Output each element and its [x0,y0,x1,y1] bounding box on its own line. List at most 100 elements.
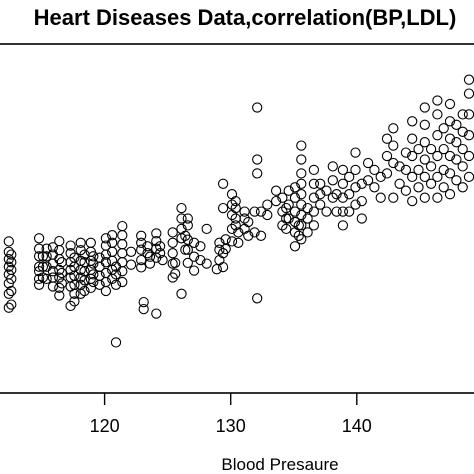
data-point [6,257,17,268]
data-point [262,209,273,221]
points-layer [3,74,474,348]
data-point [100,240,112,251]
data-point [252,102,263,113]
data-point [110,279,122,290]
data-point [151,308,162,319]
data-point [432,130,443,141]
data-point [270,195,282,207]
data-point [302,213,313,224]
data-point [296,154,307,165]
data-point [327,161,338,172]
data-point [457,109,468,120]
data-point [293,220,304,231]
data-point [331,206,342,217]
data-point [69,252,80,263]
data-point [154,241,166,252]
data-point [217,202,229,214]
data-point [419,119,430,130]
plot-frame [0,43,474,394]
data-point [350,182,361,193]
data-point [463,74,474,85]
data-point [356,213,367,224]
data-point [167,227,178,238]
data-point [144,251,156,262]
data-point [438,164,449,176]
data-point [331,189,342,200]
data-point [344,171,355,183]
data-point [117,257,128,268]
data-point [400,185,412,196]
data-point [157,254,168,266]
data-point [388,192,399,203]
data-point [107,230,118,241]
data-point [463,150,474,162]
data-point [381,150,393,162]
data-point [167,248,178,259]
data-point [283,213,294,224]
data-point [438,182,449,193]
data-point [243,230,254,241]
data-point [195,254,206,266]
data-point [252,168,263,179]
data-point [182,234,193,245]
chart-title: Heart Diseases Data,correlation(BP,LDL) [34,5,457,30]
data-point [419,154,430,165]
data-point [144,258,156,269]
data-point [3,288,14,299]
data-point [188,237,200,248]
data-point [451,119,462,130]
x-axis-ticks: 120 130 140 [90,393,372,436]
data-point [463,109,474,120]
data-point [249,206,260,217]
data-point [233,237,244,248]
data-point [69,296,80,307]
data-point [296,168,307,179]
data-point [182,213,193,224]
data-point [6,249,17,260]
data-point [41,273,52,285]
data-point [400,147,412,158]
data-point [283,199,294,210]
data-point [337,192,349,203]
data-point [388,140,399,151]
data-point [142,248,153,259]
data-point [56,267,67,279]
data-point [419,171,430,183]
data-point [230,202,241,214]
data-point [226,223,238,235]
data-point [315,199,326,210]
data-point [350,147,361,158]
data-point [356,195,367,207]
data-point [239,213,250,224]
data-point [41,251,52,262]
data-point [88,276,99,288]
data-point [457,182,468,193]
data-point [451,175,462,186]
data-point [381,168,393,179]
data-point [344,206,355,217]
data-point [176,213,187,224]
data-point [41,243,52,254]
data-point [289,241,301,252]
data-point [136,262,147,273]
data-point [136,237,147,248]
data-point [327,192,338,203]
data-point [413,182,424,193]
data-point [296,234,307,245]
data-point [369,182,380,193]
data-point [289,182,301,193]
data-point [444,133,456,144]
x-tick-label: 120 [90,416,120,436]
data-point [170,268,181,279]
data-point [432,109,443,120]
data-point [375,192,386,203]
data-point [362,175,374,186]
data-point [151,235,162,247]
data-point [296,140,307,151]
data-point [138,296,149,308]
data-point [117,239,128,250]
data-point [136,230,147,241]
data-point [444,98,456,110]
data-point [255,206,267,217]
